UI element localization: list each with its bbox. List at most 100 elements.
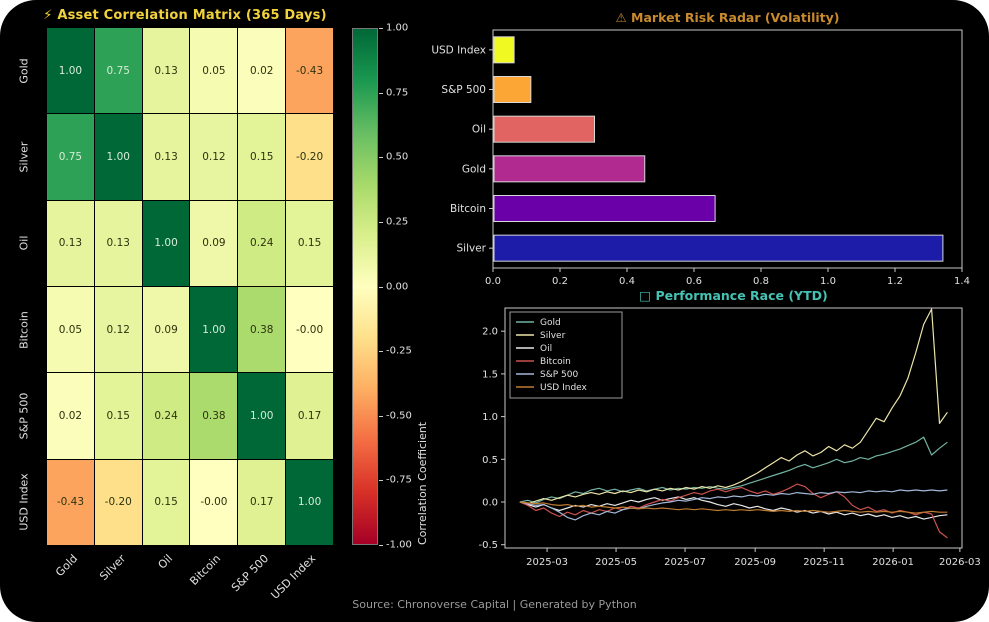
line-x-tick-label: 2025-07 (664, 557, 706, 568)
line-series-USD Index (519, 501, 948, 514)
colorbar-tick-label: 0.50 (386, 151, 409, 163)
colorbar-tick-mark (379, 157, 383, 159)
bar-plot-frame (492, 29, 963, 269)
line-series-Oil (519, 496, 948, 520)
bar-USD Index (493, 36, 515, 64)
colorbar-tick-label: -0.50 (386, 410, 412, 422)
heatmap-cell: 1.00 (47, 28, 94, 114)
legend-label: USD Index (540, 383, 588, 393)
line-chart-title-text: Performance Race (YTD) (655, 288, 828, 303)
bar-chart-title-text: Market Risk Radar (Volatility) (631, 10, 840, 25)
heatmap-cell: -0.00 (286, 287, 333, 373)
line-y-tick-label: 1.0 (482, 412, 498, 423)
colorbar-label: Correlation Coefficient (416, 421, 429, 545)
bar-category-label: Gold (462, 163, 486, 175)
volatility-bar-chart: USD Index S&P 500 Oil Gold Bitcoin Silver 0.0 0… (431, 29, 970, 287)
heatmap-cell: -0.43 (286, 28, 333, 114)
line-x-tick-label: 2025-11 (803, 557, 845, 568)
colorbar-tick-mark (379, 351, 383, 353)
line-y-tick-label: 0.0 (482, 498, 498, 509)
heatmap-cell: 0.15 (286, 200, 333, 286)
lightning-icon: ⚡ (43, 8, 53, 23)
colorbar-tick-label: 0.00 (386, 281, 409, 292)
heatmap-cell: 1.00 (238, 373, 286, 459)
line-y-tick-label: 1.5 (482, 369, 498, 380)
heatmap-cell: 0.24 (238, 200, 286, 286)
bar-category-label: USD Index (431, 44, 486, 56)
bar-category-label: Oil (472, 124, 486, 136)
heatmap-title: ⚡ Asset Correlation Matrix (365 Days) (35, 8, 335, 23)
bar-x-tick-label: 0.4 (619, 276, 635, 287)
heatmap-cell: 0.09 (142, 287, 190, 373)
heatmap-cell: 0.13 (47, 200, 94, 286)
line-y-tick-label: -0.5 (478, 540, 498, 551)
colorbar-tick-mark (379, 221, 383, 223)
line-x-tick-label: 2026-01 (872, 557, 914, 568)
heatmap-cell: 0.05 (47, 287, 94, 373)
heatmap-row-label: S&P 500 (17, 392, 31, 440)
heatmap-row-label: Oil (17, 236, 31, 251)
bar-chart-title: ⚠ Market Risk Radar (Volatility) (493, 10, 962, 25)
line-series-Silver (519, 308, 948, 505)
heatmap-cell: 0.09 (190, 200, 238, 286)
colorbar-tick-label: -0.75 (386, 474, 412, 486)
line-series-S&P 500 (519, 489, 948, 521)
line-x-tick-label: 2025-05 (595, 557, 637, 568)
heatmap-cell: 0.13 (94, 200, 142, 286)
heatmap-cell: 0.24 (142, 373, 190, 459)
colorbar-tick-label: -1.00 (386, 539, 412, 551)
legend-label: Silver (540, 331, 566, 341)
heatmap-cell: 0.15 (238, 114, 286, 200)
bar-x-tick-label: 1.0 (820, 276, 836, 287)
heatmap-cell: -0.00 (190, 459, 238, 545)
line-chart-title: □ Performance Race (YTD) (505, 288, 962, 303)
heatmap-cell: 0.12 (190, 114, 238, 200)
line-series-Gold (519, 436, 948, 504)
heatmap-cell: 1.00 (142, 200, 190, 286)
performance-line-chart: 2.0 1.5 1.0 0.5 0.0 -0.5 2025-03 2025-05 2025-07… (478, 307, 981, 568)
line-plot-frame (504, 307, 963, 549)
line-y-tick-label: 0.5 (482, 455, 498, 466)
heatmap-cell: -0.43 (47, 459, 94, 545)
colorbar-tick-label: 0.25 (386, 216, 409, 228)
bar-Bitcoin (493, 195, 716, 222)
bar-x-tick-label: 1.4 (954, 276, 970, 287)
bar-x-tick-label: 1.2 (887, 276, 903, 287)
colorbar-tick-mark (379, 415, 383, 417)
heatmap-cell: 1.00 (286, 459, 333, 545)
colorbar-tick-label: 0.75 (386, 87, 409, 99)
heatmap-cell: 0.02 (47, 373, 94, 459)
bar-category-label: Bitcoin (450, 203, 486, 215)
legend-box (509, 311, 623, 399)
heatmap-cell: 0.38 (238, 287, 286, 373)
heatmap-row-label: Bitcoin (17, 310, 31, 349)
bar-category-label: S&P 500 (441, 84, 486, 96)
bar-x-tick-label: 0.2 (552, 276, 568, 287)
heatmap-cell: 0.02 (238, 28, 286, 114)
legend-label: Gold (540, 318, 561, 328)
line-x-tick-label: 2025-03 (526, 557, 568, 568)
heatmap-row-label: Gold (17, 58, 31, 84)
legend-label: Bitcoin (540, 357, 571, 367)
colorbar-tick-mark (379, 545, 383, 546)
heatmap-cell: 1.00 (94, 114, 142, 200)
colorbar-tick-mark (379, 480, 383, 482)
bar-S&P 500 (493, 76, 532, 103)
bar-Gold (493, 155, 646, 183)
colorbar-tick-mark (379, 28, 383, 29)
bar-x-tick-label: 0.6 (686, 276, 702, 287)
heatmap-title-text: Asset Correlation Matrix (365 Days) (57, 8, 327, 23)
heatmap-cell: 0.17 (238, 459, 286, 545)
colorbar-ticks: 1.00 0.75 0.50 0.25 0.00 -0.25 -0.50 -0.75 -1.00 (379, 23, 431, 551)
bar-x-tick-label: 0.8 (753, 276, 769, 287)
bar-x-tick-label: 0.0 (485, 276, 501, 287)
bar-Oil (493, 115, 595, 143)
correlation-heatmap: 1.00 0.75 0.13 0.05 0.02 -0.43 0.75 1.00 0.13 0.1… (47, 28, 333, 545)
line-x-tick-label: 2026-03 (939, 557, 981, 568)
colorbar-tick-mark (379, 92, 383, 94)
colorbar-tick-label: -0.25 (386, 345, 412, 357)
legend-label: S&P 500 (540, 370, 578, 380)
bar-category-label: Silver (457, 243, 487, 255)
heatmap-cell: -0.20 (286, 114, 333, 200)
heatmap-cell: 0.75 (94, 28, 142, 114)
